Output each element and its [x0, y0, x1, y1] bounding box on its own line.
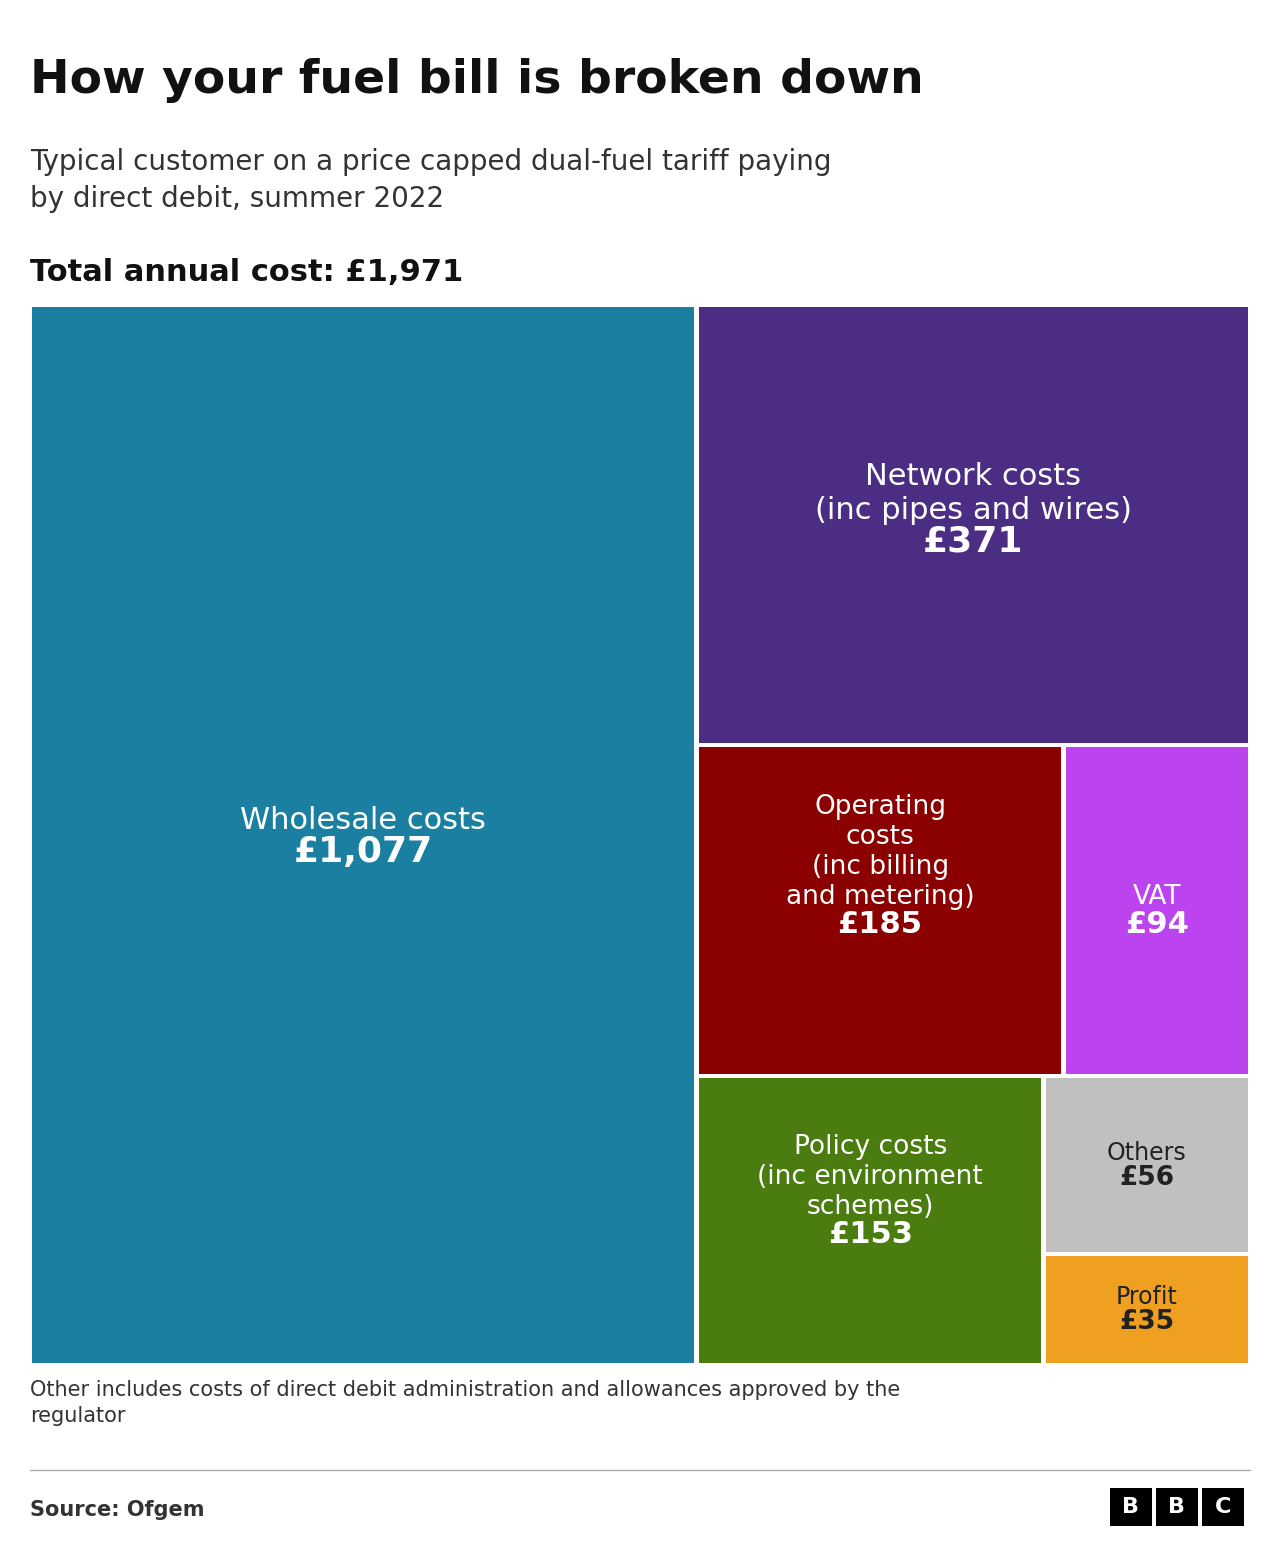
Bar — [1046, 1077, 1248, 1251]
Text: £371: £371 — [923, 525, 1024, 559]
Text: Source: Ofgem: Source: Ofgem — [29, 1499, 205, 1519]
Text: £35: £35 — [1119, 1310, 1174, 1335]
Bar — [1066, 747, 1248, 1074]
Text: C: C — [1215, 1498, 1231, 1516]
Text: £56: £56 — [1119, 1164, 1174, 1190]
Text: £185: £185 — [837, 911, 923, 939]
Text: £153: £153 — [828, 1220, 913, 1249]
Bar — [699, 1077, 1041, 1363]
Text: Typical customer on a price capped dual-fuel tariff paying
by direct debit, summ: Typical customer on a price capped dual-… — [29, 147, 832, 213]
Text: Wholesale costs: Wholesale costs — [241, 805, 486, 835]
Text: Others: Others — [1107, 1141, 1187, 1164]
Text: Operating
costs
(inc billing
and metering): Operating costs (inc billing and meterin… — [786, 795, 974, 911]
Text: Network costs
(inc pipes and wires): Network costs (inc pipes and wires) — [815, 462, 1132, 525]
Text: Policy costs
(inc environment
schemes): Policy costs (inc environment schemes) — [758, 1135, 983, 1220]
Text: B: B — [1169, 1498, 1185, 1516]
Bar — [699, 307, 1248, 743]
Text: VAT: VAT — [1133, 885, 1181, 911]
Text: Other includes costs of direct debit administration and allowances approved by t: Other includes costs of direct debit adm… — [29, 1380, 900, 1426]
Text: Profit: Profit — [1116, 1285, 1178, 1310]
Bar — [32, 307, 694, 1363]
Text: B: B — [1123, 1498, 1139, 1516]
Text: £94: £94 — [1125, 911, 1189, 939]
Text: £1,077: £1,077 — [293, 835, 433, 869]
Text: How your fuel bill is broken down: How your fuel bill is broken down — [29, 57, 924, 102]
Bar — [699, 747, 1061, 1074]
Bar — [1046, 1256, 1248, 1363]
Text: Total annual cost: £1,971: Total annual cost: £1,971 — [29, 258, 463, 287]
